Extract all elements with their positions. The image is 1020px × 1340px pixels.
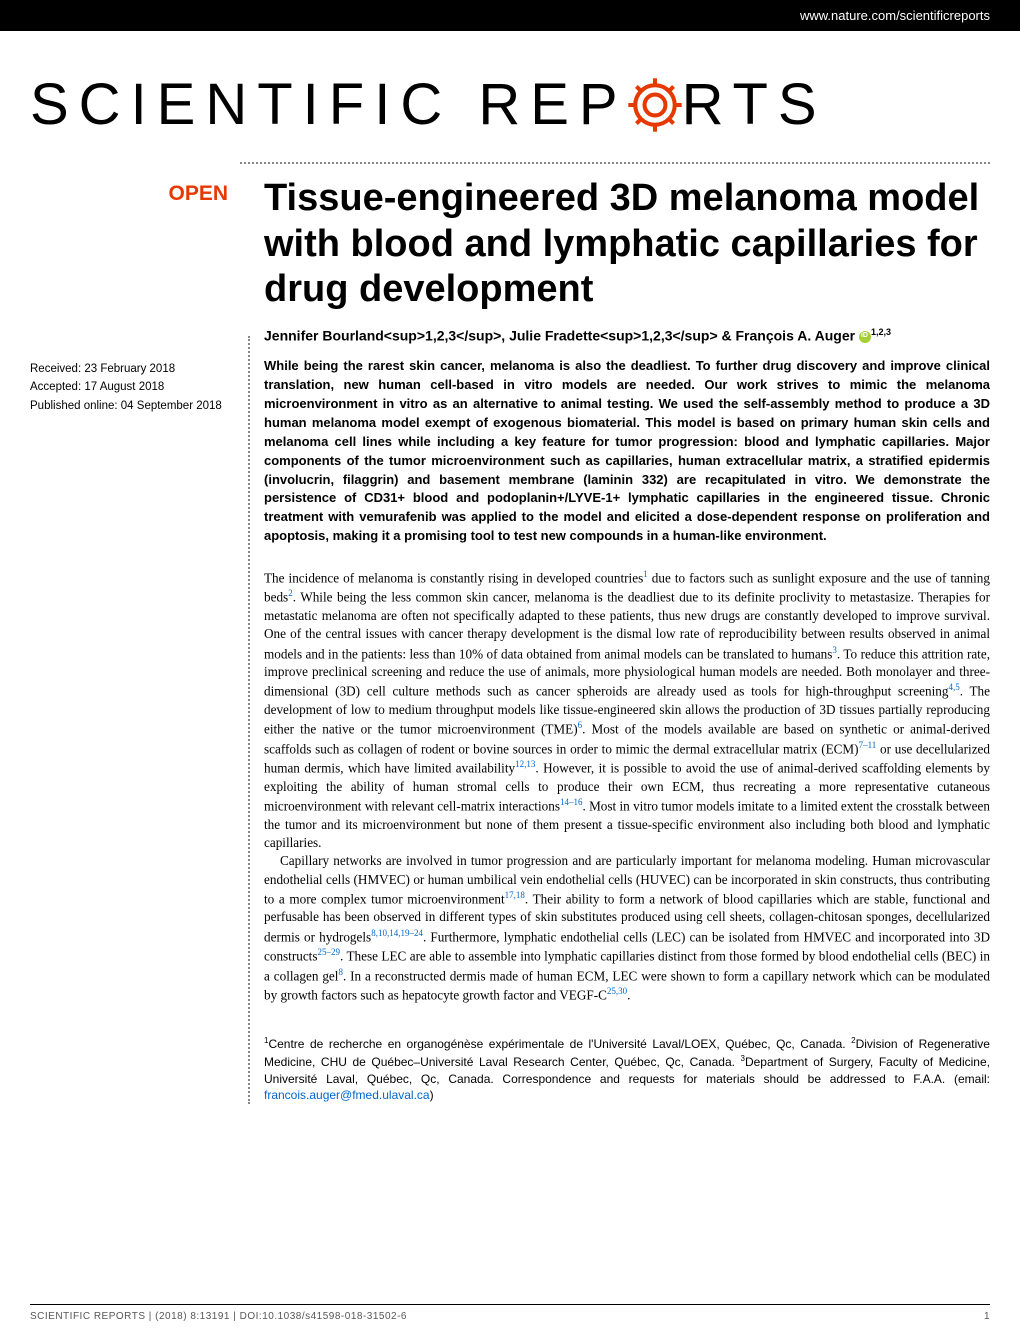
date-accepted: Accepted: 17 August 2018 bbox=[30, 378, 228, 396]
content-row: OPEN Received: 23 February 2018 Accepted… bbox=[0, 176, 1020, 1104]
logo-text-2: REP bbox=[478, 71, 627, 138]
open-access-badge: OPEN bbox=[30, 182, 228, 206]
date-published: Published online: 04 September 2018 bbox=[30, 397, 228, 415]
header-bar: www.nature.com/scientificreports bbox=[0, 0, 1020, 31]
logo-text-1: SCIENTIFIC bbox=[30, 71, 452, 138]
affiliations: 1Centre de recherche en organogénèse exp… bbox=[264, 1035, 990, 1104]
footer-citation: SCIENTIFIC REPORTS | (2018) 8:13191 | DO… bbox=[30, 1311, 407, 1322]
ref-link[interactable]: 8,10,14,19–24 bbox=[371, 928, 423, 938]
right-column: Tissue-engineered 3D melanoma model with… bbox=[250, 176, 990, 1104]
date-received: Received: 23 February 2018 bbox=[30, 360, 228, 378]
left-column: OPEN Received: 23 February 2018 Accepted… bbox=[30, 176, 240, 1104]
dotted-divider bbox=[240, 162, 990, 164]
publication-dates: Received: 23 February 2018 Accepted: 17 … bbox=[30, 360, 228, 415]
logo-text-3: RTS bbox=[682, 71, 827, 138]
footer: SCIENTIFIC REPORTS | (2018) 8:13191 | DO… bbox=[30, 1304, 990, 1322]
ref-link[interactable]: 12,13 bbox=[515, 759, 535, 769]
ref-link[interactable]: 14–16 bbox=[560, 797, 583, 807]
ref-link[interactable]: 4,5 bbox=[948, 682, 959, 692]
footer-page-number: 1 bbox=[984, 1311, 990, 1322]
ref-link[interactable]: 17,18 bbox=[505, 890, 525, 900]
ref-link[interactable]: 25,30 bbox=[607, 986, 627, 996]
correspondence-email[interactable]: francois.auger@fmed.ulaval.ca bbox=[264, 1088, 430, 1102]
abstract: While being the rarest skin cancer, mela… bbox=[264, 357, 990, 545]
body-text: The incidence of melanoma is constantly … bbox=[264, 568, 990, 1005]
ref-link[interactable]: 25–29 bbox=[317, 947, 340, 957]
article-title: Tissue-engineered 3D melanoma model with… bbox=[264, 176, 990, 313]
journal-logo: SCIENTIFIC REP RTS bbox=[30, 71, 990, 138]
author-sup: 1,2,3 bbox=[871, 327, 891, 337]
paragraph-2: Capillary networks are involved in tumor… bbox=[264, 852, 990, 1005]
orcid-icon[interactable] bbox=[859, 331, 871, 343]
journal-logo-area: SCIENTIFIC REP RTS bbox=[0, 31, 1020, 158]
authors-line: Jennifer Bourland<sup>1,2,3</sup>, Julie… bbox=[264, 327, 990, 344]
paragraph-1: The incidence of melanoma is constantly … bbox=[264, 568, 990, 852]
header-url[interactable]: www.nature.com/scientificreports bbox=[800, 8, 990, 23]
gear-icon bbox=[626, 76, 684, 134]
authors-text: Jennifer Bourland<sup>1,2,3</sup>, Julie… bbox=[264, 327, 855, 343]
ref-link[interactable]: 7–11 bbox=[859, 740, 877, 750]
